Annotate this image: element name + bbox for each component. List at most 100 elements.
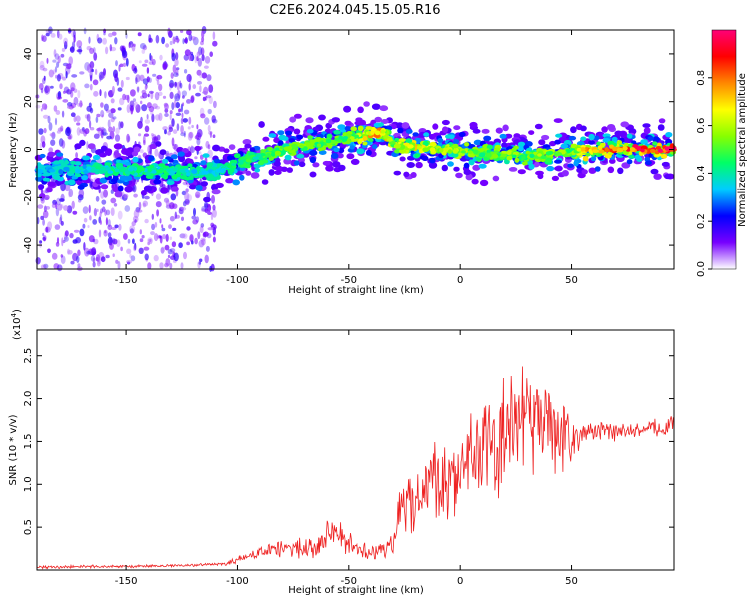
noise-cell <box>195 92 201 97</box>
ridge-cell <box>293 160 300 166</box>
ridge-cell <box>342 136 349 140</box>
ridge-cell <box>177 151 185 157</box>
ridge-cell <box>657 124 665 131</box>
noise-cell <box>180 103 183 113</box>
noise-cell <box>115 127 120 135</box>
noise-cell <box>182 233 188 239</box>
noise-cell <box>183 251 187 260</box>
noise-cell <box>89 127 95 131</box>
noise-cell <box>209 131 212 139</box>
noise-cell <box>120 121 124 129</box>
y-tick-label: -40 <box>23 237 34 253</box>
noise-cell <box>77 102 82 107</box>
noise-cell <box>200 40 204 46</box>
noise-cell <box>172 64 177 74</box>
noise-cell <box>75 152 78 159</box>
noise-cell <box>126 104 131 113</box>
noise-cell <box>207 211 212 215</box>
noise-cell <box>105 254 110 259</box>
noise-cell <box>96 127 102 132</box>
noise-cell <box>124 94 130 101</box>
ridge-cell <box>143 185 153 192</box>
noise-cell <box>151 58 156 66</box>
noise-cell <box>162 234 167 240</box>
noise-cell <box>162 95 167 99</box>
noise-cell <box>90 255 96 262</box>
ridge-cell <box>344 126 352 131</box>
ridge-cell <box>333 130 341 135</box>
noise-cell <box>148 34 152 43</box>
ridge-cell <box>344 120 352 126</box>
noise-cell <box>92 257 96 263</box>
ridge-cell <box>581 169 588 175</box>
noise-cell <box>99 211 102 218</box>
ridge-cell <box>383 134 389 140</box>
ridge-cell <box>365 149 372 156</box>
ridge-cell <box>257 160 265 166</box>
noise-cell <box>77 90 81 99</box>
snr-panel: -150 -100 -50 0 50 0.5 1.0 1.5 2.0 2.5 Height of… <box>8 309 675 596</box>
ridge-cell <box>338 135 344 140</box>
ridge-cell <box>416 145 422 150</box>
ridge-cell <box>298 144 305 149</box>
spectrogram-y-ticks: -40 -20 0 20 40 <box>23 48 674 253</box>
noise-cell <box>40 87 44 94</box>
ridge-cell <box>397 127 404 134</box>
noise-cell <box>175 68 179 76</box>
noise-cell <box>147 93 150 98</box>
ridge-cell <box>461 150 466 154</box>
noise-cell <box>161 184 166 188</box>
noise-cell <box>57 29 60 39</box>
ridge-cell <box>455 172 463 179</box>
noise-cell <box>186 73 192 83</box>
noise-cell <box>165 199 170 207</box>
ridge-cell <box>356 119 365 127</box>
noise-cell <box>62 76 67 81</box>
noise-cell <box>162 63 167 71</box>
ridge-cell <box>502 124 509 132</box>
noise-cell <box>138 133 142 137</box>
ridge-cell <box>570 126 577 134</box>
ridge-cell <box>393 143 401 149</box>
noise-cell <box>65 63 72 70</box>
noise-cell <box>40 215 45 220</box>
noise-cell <box>148 90 154 94</box>
ridge-cell <box>232 179 240 186</box>
noise-cell <box>70 260 75 265</box>
ridge-cell <box>296 134 304 140</box>
ridge-cell <box>611 136 618 142</box>
noise-cell <box>142 45 148 51</box>
ridge-cell <box>100 184 109 190</box>
ridge-cell <box>107 170 114 174</box>
spectrogram-y-label: Frequency (Hz) <box>8 112 19 188</box>
ridge-cell <box>229 156 236 161</box>
noise-cell <box>125 76 130 81</box>
noise-cell <box>132 98 137 102</box>
noise-cell <box>71 200 75 209</box>
ridge-cell <box>267 147 273 152</box>
ridge-cell <box>664 173 672 180</box>
ridge-cell <box>394 149 401 154</box>
noise-cell <box>89 61 95 69</box>
ridge-cell <box>147 168 152 173</box>
noise-cell <box>211 118 218 124</box>
ridge-cell <box>658 118 666 124</box>
noise-cell <box>118 64 121 72</box>
ridge-cell <box>166 180 175 186</box>
ridge-cell <box>200 181 208 187</box>
ridge-cell <box>104 172 110 178</box>
ridge-cell <box>58 169 64 175</box>
noise-cell <box>188 54 193 61</box>
colorbar-tick-label: 0.0 <box>696 261 707 277</box>
noise-cell <box>73 30 76 38</box>
noise-cell <box>188 131 194 139</box>
noise-cell <box>154 148 159 157</box>
ridge-cell <box>242 139 252 145</box>
ridge-cell <box>541 134 550 141</box>
noise-cell <box>47 85 51 92</box>
ridge-cell <box>148 155 155 162</box>
noise-cell <box>61 140 66 149</box>
spectrogram-heatmap <box>34 26 677 272</box>
noise-cell <box>141 104 148 112</box>
noise-cell <box>207 227 214 231</box>
